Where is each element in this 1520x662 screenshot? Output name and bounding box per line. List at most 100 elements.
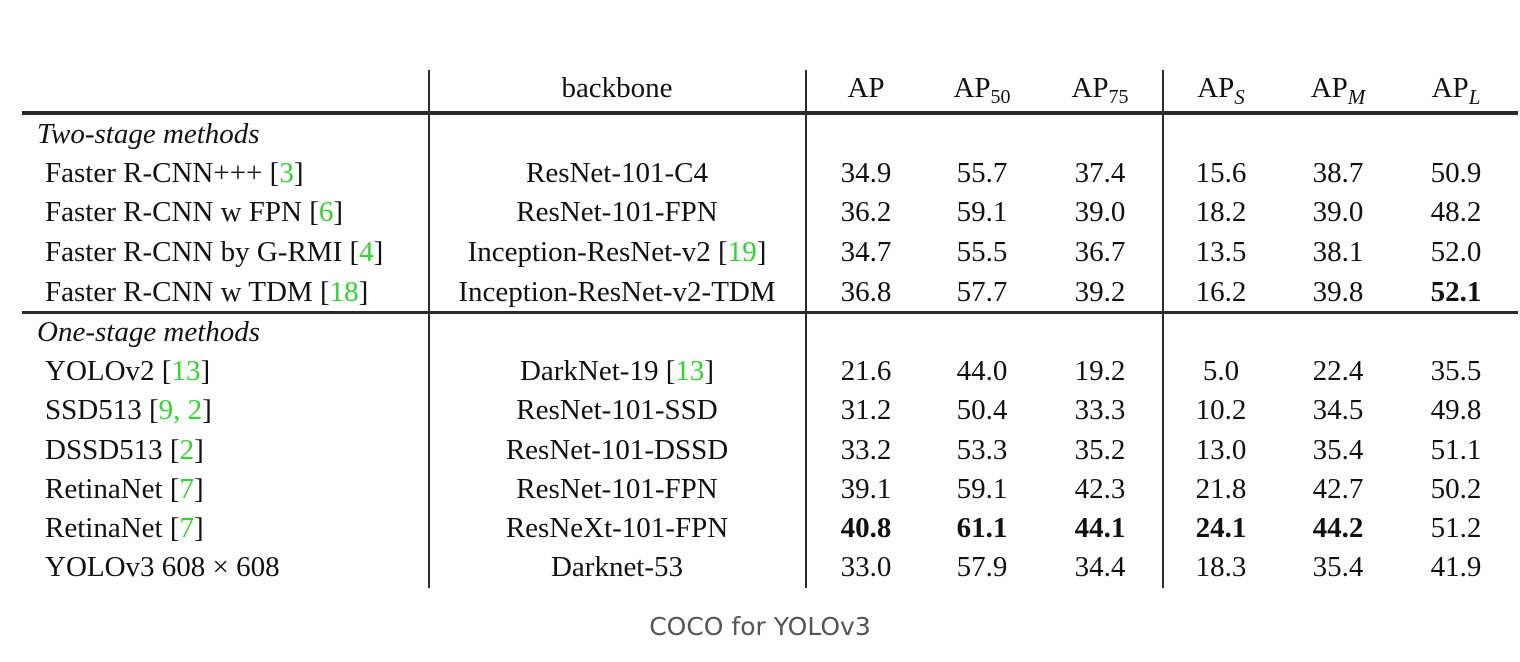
backbone-cell: ResNet-101-C4: [526, 155, 708, 191]
backbone-name: DarkNet-19: [519, 355, 666, 387]
method-name: Faster R-CNN w FPN: [45, 196, 310, 228]
backbone-cell: DarkNet-19 [13]: [520, 353, 714, 389]
citation-link[interactable]: 3: [279, 157, 294, 189]
value-cell-ap: 21.6: [840, 355, 892, 387]
citation-link[interactable]: 19: [727, 236, 757, 268]
header-ap75: AP75: [1071, 70, 1128, 115]
header-rule: [22, 111, 1518, 115]
column-divider-ap75: [1162, 70, 1164, 588]
value-cell-apl: 41.9: [1430, 551, 1482, 583]
value-cell-apm: 38.7: [1312, 157, 1364, 189]
column-divider-method: [428, 70, 430, 588]
group-title-one-stage: One-stage methods: [37, 316, 261, 348]
value-cell-ap75: 42.3: [1074, 473, 1126, 505]
value-cell-ap: 36.2: [840, 196, 892, 228]
citation-bracket: [: [169, 434, 180, 466]
backbone-cell: ResNet-101-FPN: [516, 471, 717, 507]
backbone-cell: Inception-ResNet-v2-TDM: [458, 274, 775, 310]
backbone-name: Darknet-53: [550, 551, 684, 583]
header-ap50-label: AP: [953, 72, 991, 104]
citation-link[interactable]: 7: [179, 512, 195, 544]
header-ap50-sub: 50: [990, 86, 1011, 108]
figure-caption: COCO for YOLOv3: [649, 612, 871, 641]
value-cell-ap50: 59.1: [956, 196, 1008, 228]
citation-link[interactable]: 2: [179, 434, 195, 466]
value-cell-ap: 36.8: [840, 276, 892, 308]
citation-bracket: ]: [358, 276, 369, 308]
header-ap: AP: [847, 70, 884, 106]
citation-bracket: ]: [373, 236, 384, 268]
value-cell-ap50: 53.3: [956, 434, 1008, 466]
value-cell-aps: 10.2: [1195, 394, 1247, 426]
value-cell-aps: 16.2: [1195, 276, 1247, 308]
method-cell: DSSD513 [2]: [45, 432, 204, 468]
backbone-name: ResNet-101-FPN: [516, 473, 718, 505]
backbone-cell: Inception-ResNet-v2 [19]: [468, 234, 767, 270]
citation-link[interactable]: 6: [318, 196, 334, 228]
backbone-name: ResNet-101-C4: [525, 157, 709, 189]
citation-bracket: [: [148, 394, 159, 426]
value-cell-ap: 39.1: [840, 473, 892, 505]
header-ap50: AP50: [953, 70, 1010, 115]
citation-link[interactable]: 13: [171, 355, 201, 387]
value-cell-apm: 39.8: [1312, 276, 1364, 308]
value-cell-ap75: 36.7: [1074, 236, 1126, 268]
value-cell-aps: 24.1: [1195, 512, 1247, 544]
value-cell-apl: 49.8: [1430, 394, 1482, 426]
header-apm-label: AP: [1310, 72, 1348, 104]
value-cell-ap50: 55.5: [956, 236, 1008, 268]
value-cell-ap50: 57.9: [956, 551, 1008, 583]
value-cell-apl: 51.1: [1430, 434, 1482, 466]
results-table: backbone AP AP50 AP75 APS APM APL Two-st…: [22, 70, 1518, 588]
header-ap75-sub: 75: [1108, 86, 1129, 108]
value-cell-ap50: 50.4: [956, 394, 1008, 426]
citation-bracket: ]: [704, 355, 715, 387]
citation-bracket: [: [269, 157, 280, 189]
header-aps: APS: [1197, 70, 1245, 115]
value-cell-ap75: 39.0: [1074, 196, 1126, 228]
value-cell-ap75: 33.3: [1074, 394, 1126, 426]
header-ap-label: AP: [847, 72, 885, 104]
value-cell-ap: 33.0: [840, 551, 892, 583]
value-cell-apl: 52.1: [1430, 276, 1482, 308]
citation-bracket: ]: [756, 236, 767, 268]
citation-bracket: [: [665, 355, 676, 387]
citation-link[interactable]: 4: [359, 236, 374, 268]
group-title-two-stage: Two-stage methods: [37, 118, 260, 150]
method-name: Faster R-CNN w TDM: [45, 276, 320, 308]
value-cell-ap75: 19.2: [1074, 355, 1126, 387]
header-ap75-label: AP: [1071, 72, 1109, 104]
citation-bracket: [: [309, 196, 319, 228]
method-name: RetinaNet: [45, 512, 170, 544]
value-cell-ap: 34.7: [840, 236, 892, 268]
header-apm: APM: [1311, 70, 1366, 115]
citation-link[interactable]: 9, 2: [158, 394, 203, 426]
citation-link[interactable]: 7: [179, 473, 195, 505]
method-name: Faster R-CNN by G-RMI: [45, 236, 350, 268]
header-apm-sub: M: [1347, 85, 1366, 109]
citation-bracket: [: [718, 236, 728, 268]
value-cell-apm: 42.7: [1312, 473, 1364, 505]
value-cell-ap75: 35.2: [1074, 434, 1126, 466]
value-cell-apl: 50.9: [1430, 157, 1482, 189]
backbone-name: ResNet-101-SSD: [516, 394, 718, 426]
value-cell-aps: 13.0: [1195, 434, 1247, 466]
value-cell-apl: 51.2: [1430, 512, 1482, 544]
value-cell-apm: 35.4: [1312, 434, 1364, 466]
value-cell-apl: 52.0: [1430, 236, 1482, 268]
citation-link[interactable]: 13: [675, 355, 705, 387]
header-apl-sub: L: [1468, 85, 1481, 109]
value-cell-aps: 13.5: [1195, 236, 1247, 268]
citation-bracket: ]: [200, 355, 211, 387]
header-apl: APL: [1432, 70, 1481, 115]
backbone-cell: ResNet-101-FPN: [516, 194, 717, 230]
method-cell: Faster R-CNN w TDM [18]: [45, 274, 368, 310]
method-cell: Faster R-CNN w FPN [6]: [45, 194, 343, 230]
header-aps-sub: S: [1234, 85, 1245, 109]
citation-link[interactable]: 18: [329, 276, 359, 308]
value-cell-ap75: 34.4: [1074, 551, 1126, 583]
citation-bracket: ]: [293, 157, 304, 189]
header-backbone: backbone: [561, 72, 673, 104]
value-cell-aps: 18.3: [1195, 551, 1247, 583]
backbone-cell: ResNeXt-101-FPN: [506, 510, 728, 546]
